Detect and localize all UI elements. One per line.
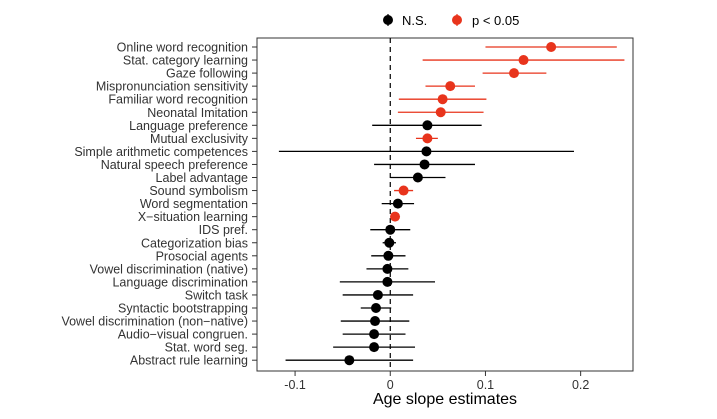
row-label: Online word recognition: [117, 41, 248, 55]
row-label: Stat. category learning: [123, 54, 248, 68]
row-label: X−situation learning: [138, 210, 248, 224]
row-label: Mutual exclusivity: [150, 132, 249, 146]
row-label: Vowel discrimination (non−native): [61, 315, 248, 329]
x-tick-label: 0.1: [477, 378, 494, 392]
legend-sig-label: p < 0.05: [472, 13, 519, 28]
estimate-row: Sound symbolism: [149, 184, 414, 198]
estimate-row: Vowel discrimination (native): [90, 262, 409, 276]
estimate-row: Online word recognition: [117, 41, 617, 55]
estimate-row: Language preference: [129, 119, 482, 133]
estimate-row: Abstract rule learning: [130, 354, 414, 368]
estimate-row: Language discrimination: [112, 275, 436, 289]
x-axis: -0.1 0 0.1 0.2: [284, 371, 589, 392]
estimate-row: Gaze following: [166, 67, 547, 81]
estimate-row: Syntactic bootstrapping: [118, 302, 392, 316]
legend: N.S. p < 0.05: [383, 13, 519, 28]
point-estimate: [422, 120, 433, 131]
estimate-row: X−situation learning: [138, 210, 401, 224]
estimate-row: Stat. category learning: [123, 54, 625, 68]
x-tick-label: 0.2: [572, 378, 589, 392]
estimate-row: Categorization bias: [141, 236, 396, 250]
row-label: Prosocial agents: [156, 249, 248, 263]
legend-sig-marker: [452, 15, 462, 25]
estimate-row: Neonatal Imitation: [147, 106, 484, 120]
estimate-row: Audio−visual congruen.: [118, 328, 406, 342]
point-estimate: [369, 342, 380, 353]
row-label: Language discrimination: [112, 275, 248, 289]
point-estimate: [422, 133, 433, 144]
x-tick-label: 0: [387, 378, 394, 392]
row-label: Natural speech preference: [101, 158, 248, 172]
row-label: Categorization bias: [141, 236, 248, 250]
row-label: Label advantage: [156, 171, 248, 185]
point-estimate: [370, 316, 381, 327]
point-estimate: [435, 107, 446, 118]
estimate-row: Simple arithmetic competences: [74, 145, 574, 159]
row-label: Abstract rule learning: [130, 354, 248, 368]
estimate-row: Familiar word recognition: [108, 93, 487, 107]
legend-ns-label: N.S.: [402, 13, 427, 28]
point-estimate: [445, 81, 456, 92]
point-estimate: [370, 303, 381, 313]
point-estimate: [437, 94, 448, 105]
x-axis-title: Age slope estimates: [373, 391, 517, 408]
point-estimate: [390, 211, 401, 222]
point-estimate: [372, 289, 383, 300]
estimate-row: Mispronunciation sensitivity: [96, 80, 475, 94]
point-estimate: [412, 172, 423, 183]
estimate-row: IDS pref.: [199, 223, 411, 237]
row-label: Neonatal Imitation: [147, 106, 248, 120]
row-label: Vowel discrimination (native): [90, 262, 248, 276]
point-estimate: [421, 146, 432, 157]
point-estimate: [518, 55, 529, 66]
point-estimate: [382, 263, 393, 274]
estimate-row: Natural speech preference: [101, 158, 475, 172]
row-label: Audio−visual congruen.: [118, 328, 248, 342]
point-estimate: [546, 42, 557, 52]
x-tick-label: -0.1: [284, 378, 306, 392]
point-estimate: [398, 185, 409, 196]
row-label: Stat. word seg.: [165, 341, 248, 355]
estimate-row: Prosocial agents: [156, 249, 406, 263]
row-label: Gaze following: [166, 67, 248, 81]
point-estimate: [382, 276, 393, 287]
estimate-row: Mutual exclusivity: [150, 132, 438, 146]
row-label: IDS pref.: [199, 223, 248, 237]
point-estimate: [369, 329, 380, 340]
row-label: Switch task: [185, 288, 249, 302]
row-label: Simple arithmetic competences: [74, 145, 248, 159]
point-estimate: [383, 250, 394, 261]
point-estimate: [392, 198, 403, 209]
point-estimate: [419, 159, 430, 170]
point-estimate: [385, 224, 396, 235]
plot-panel: [256, 37, 634, 372]
estimate-row: Stat. word seg.: [165, 341, 416, 355]
row-label: Sound symbolism: [149, 184, 248, 198]
point-estimate: [344, 355, 355, 366]
estimate-row: Vowel discrimination (non−native): [61, 315, 410, 329]
point-estimate: [384, 237, 395, 248]
estimate-row: Word segmentation: [140, 197, 415, 211]
row-label: Mispronunciation sensitivity: [96, 80, 249, 94]
estimate-row: Label advantage: [156, 171, 446, 185]
legend-ns-marker: [383, 15, 393, 25]
row-label: Word segmentation: [140, 197, 248, 211]
point-estimate: [509, 68, 520, 79]
estimate-row: Switch task: [185, 288, 414, 302]
row-label: Syntactic bootstrapping: [118, 302, 248, 316]
row-label: Language preference: [129, 119, 248, 133]
row-label: Familiar word recognition: [108, 93, 248, 107]
